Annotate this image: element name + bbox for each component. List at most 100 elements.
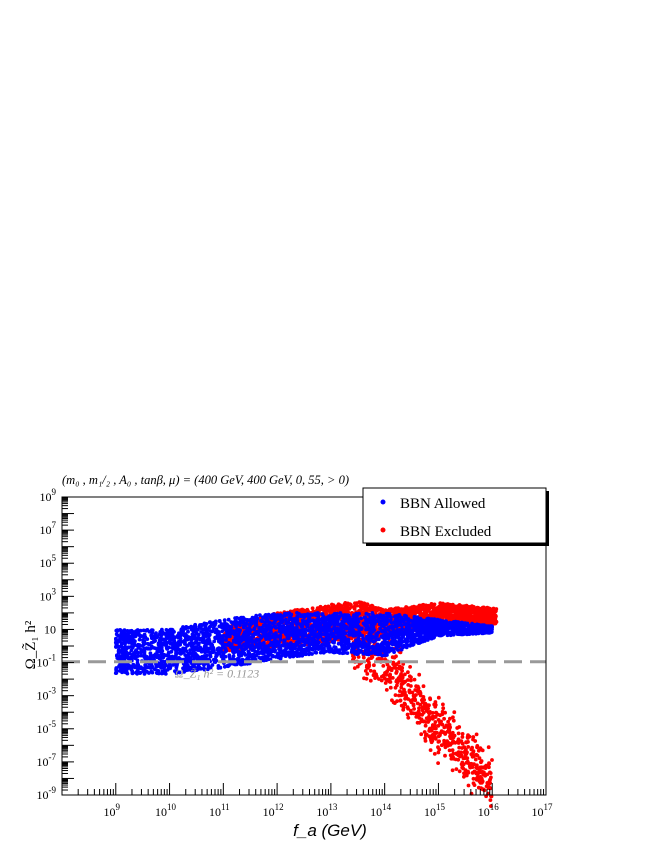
bbn-excluded-point bbox=[448, 616, 452, 621]
bbn-excluded-point bbox=[364, 676, 369, 681]
bbn-excluded-point bbox=[421, 606, 426, 611]
bbn-excluded-point bbox=[460, 611, 465, 616]
bbn-excluded-point bbox=[487, 782, 491, 786]
bbn-excluded-point bbox=[421, 684, 426, 689]
bbn-allowed-point bbox=[392, 647, 396, 652]
bbn-excluded-point bbox=[436, 761, 440, 765]
bbn-excluded-point bbox=[465, 759, 470, 764]
bbn-excluded-point bbox=[433, 720, 438, 724]
bbn-excluded-point bbox=[460, 765, 465, 770]
bbn-excluded-point bbox=[388, 685, 393, 690]
bbn-excluded-point bbox=[404, 607, 408, 612]
bbn-excluded-point bbox=[369, 605, 373, 610]
bbn-excluded-point bbox=[443, 745, 448, 750]
bbn-allowed-point bbox=[242, 651, 247, 656]
bbn-excluded-point bbox=[479, 747, 483, 752]
bbn-excluded-point bbox=[491, 608, 495, 612]
bbn-excluded-point bbox=[406, 670, 410, 675]
bbn-excluded-point bbox=[476, 774, 480, 779]
bbn-excluded-point bbox=[398, 667, 403, 671]
bbn-excluded-point bbox=[439, 743, 444, 748]
bbn-excluded-point bbox=[434, 710, 438, 715]
bbn-excluded-point bbox=[390, 655, 395, 660]
bbn-excluded-point bbox=[318, 606, 323, 610]
bbn-excluded-point bbox=[475, 615, 480, 620]
bbn-excluded-point bbox=[457, 613, 461, 618]
bbn-excluded-point bbox=[456, 605, 461, 609]
bbn-excluded-point bbox=[484, 616, 489, 620]
bbn-excluded-point bbox=[472, 754, 476, 759]
bbn-excluded-point bbox=[409, 711, 414, 716]
bbn-excluded-point bbox=[403, 702, 407, 707]
bbn-excluded-point bbox=[439, 602, 444, 607]
bbn-excluded-point bbox=[431, 605, 435, 610]
bbn-excluded-point bbox=[462, 755, 467, 760]
bbn-excluded-point bbox=[471, 735, 476, 739]
bbn-excluded-point bbox=[460, 732, 465, 736]
bbn-excluded-point bbox=[370, 655, 375, 659]
bbn-excluded-point bbox=[397, 693, 401, 698]
bbn-excluded-point bbox=[415, 701, 420, 706]
bbn-excluded-point bbox=[432, 752, 437, 756]
bbn-excluded-point bbox=[412, 677, 417, 682]
bbn-excluded-point bbox=[413, 688, 418, 692]
bbn-excluded-point bbox=[416, 709, 421, 714]
bbn-excluded-point bbox=[402, 687, 406, 692]
bbn-excluded-point bbox=[447, 726, 452, 731]
bbn-excluded-point bbox=[487, 761, 491, 766]
bbn-excluded-point bbox=[411, 703, 416, 708]
bbn-excluded-point bbox=[398, 698, 403, 703]
bbn-excluded-point bbox=[387, 665, 392, 669]
bbn-excluded-point bbox=[447, 748, 452, 753]
bbn-excluded-point bbox=[395, 699, 399, 704]
bbn-excluded-point bbox=[384, 688, 389, 692]
bbn-excluded-point bbox=[324, 606, 328, 610]
bbn-excluded-point bbox=[432, 611, 437, 616]
bbn-excluded-point bbox=[397, 678, 401, 682]
bbn-excluded-point bbox=[407, 690, 412, 695]
bbn-excluded-point bbox=[465, 613, 470, 618]
bbn-excluded-point bbox=[368, 668, 373, 673]
bbn-excluded-point bbox=[419, 732, 424, 737]
bbn-excluded-point bbox=[460, 617, 465, 622]
bbn-excluded-point bbox=[451, 739, 455, 743]
bbn-excluded-point bbox=[478, 765, 483, 770]
bbn-excluded-point bbox=[423, 701, 428, 706]
bbn-excluded-point bbox=[404, 695, 408, 700]
bbn-excluded-point bbox=[466, 745, 471, 749]
bbn-allowed-point bbox=[138, 634, 142, 638]
bbn-excluded-point bbox=[347, 606, 352, 611]
bbn-excluded-point bbox=[427, 703, 431, 708]
bbn-excluded-point bbox=[469, 761, 474, 766]
bbn-excluded-point bbox=[397, 607, 402, 612]
bbn-excluded-point bbox=[464, 740, 468, 744]
bbn-excluded-point bbox=[349, 603, 353, 607]
bbn-excluded-point bbox=[381, 664, 386, 668]
bbn-excluded-point bbox=[387, 674, 392, 679]
bbn-excluded-point bbox=[423, 739, 428, 743]
series-bbn-allowed bbox=[113, 611, 494, 676]
bbn-excluded-point bbox=[394, 671, 399, 675]
bbn-excluded-point bbox=[365, 602, 370, 607]
bbn-excluded-point bbox=[494, 614, 498, 619]
bbn-excluded-point bbox=[492, 619, 497, 624]
bbn-excluded-point bbox=[357, 609, 361, 613]
bbn-excluded-point bbox=[366, 606, 370, 611]
bbn-excluded-point bbox=[444, 723, 449, 728]
bbn-excluded-point bbox=[488, 614, 493, 619]
bbn-excluded-point bbox=[336, 602, 341, 607]
bbn-excluded-point bbox=[368, 678, 373, 683]
bbn-excluded-point bbox=[491, 611, 496, 616]
bbn-excluded-point bbox=[451, 751, 456, 756]
bbn-excluded-point bbox=[421, 695, 426, 699]
bbn-excluded-point bbox=[410, 698, 415, 703]
bbn-excluded-point bbox=[460, 760, 465, 765]
bbn-excluded-point bbox=[416, 684, 420, 689]
bbn-excluded-point bbox=[411, 693, 416, 698]
bbn-excluded-point bbox=[450, 768, 455, 773]
bbn-excluded-point bbox=[468, 765, 473, 770]
bbn-excluded-point bbox=[439, 613, 444, 617]
bbn-allowed-point bbox=[346, 637, 351, 642]
bbn-excluded-point bbox=[428, 711, 433, 715]
